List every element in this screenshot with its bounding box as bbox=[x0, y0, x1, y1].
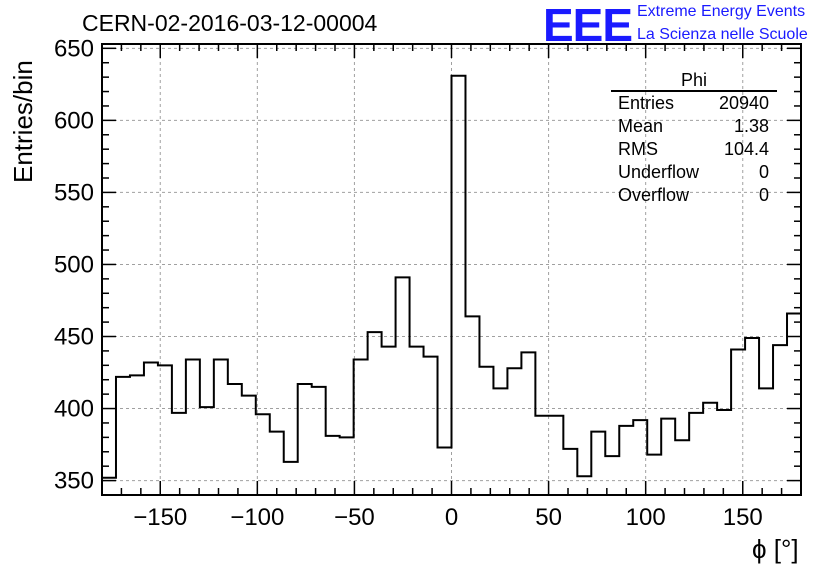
histogram-bin bbox=[465, 316, 479, 495]
histogram-bin bbox=[675, 440, 689, 495]
x-tick-label: −50 bbox=[334, 504, 375, 531]
histogram-bin bbox=[270, 432, 284, 495]
histogram-series bbox=[101, 74, 801, 495]
stats-value: 0 bbox=[758, 162, 769, 182]
histogram-bin bbox=[200, 407, 214, 495]
histogram-bin bbox=[228, 384, 242, 495]
histogram-bin bbox=[703, 403, 717, 495]
stats-row-overflow: Overflow 0 bbox=[611, 184, 777, 207]
histogram-bin bbox=[717, 410, 731, 495]
histogram-bin bbox=[368, 332, 382, 495]
stats-value: 20940 bbox=[718, 93, 769, 113]
histogram-bin bbox=[396, 277, 410, 495]
histogram-bin bbox=[787, 313, 801, 495]
histogram-bin bbox=[452, 76, 466, 495]
y-tick-label: 350 bbox=[54, 468, 94, 495]
eee-logo: EEE bbox=[543, 0, 633, 51]
histogram-bin bbox=[535, 416, 549, 495]
tick-labels: −150 −100 −50 0 50 100 150 350 400 450 500 550 600 65… bbox=[54, 35, 763, 531]
y-tick-label: 550 bbox=[54, 179, 94, 206]
histogram-bin bbox=[186, 360, 200, 495]
stats-value: 0 bbox=[758, 185, 769, 205]
logo-line-2: La Scienza nelle Scuole bbox=[637, 26, 808, 43]
histogram-bin bbox=[144, 362, 158, 495]
histogram-bin bbox=[479, 367, 493, 495]
y-tick-label: 600 bbox=[54, 107, 94, 134]
stats-label: RMS bbox=[618, 139, 658, 159]
histogram-bin bbox=[577, 476, 591, 495]
histogram-bin bbox=[116, 377, 130, 495]
histogram-bin bbox=[242, 396, 256, 495]
x-tick-label: −100 bbox=[230, 504, 284, 531]
stats-box: Phi Entries 20940 Mean 1.38 RMS 104.4 Un… bbox=[611, 70, 777, 207]
stats-box-name: Phi bbox=[611, 70, 777, 92]
histogram-bin bbox=[354, 360, 368, 495]
histogram-bin bbox=[689, 413, 703, 495]
histogram-bin bbox=[745, 338, 759, 495]
x-tick-label: 0 bbox=[445, 504, 458, 531]
stats-label: Entries bbox=[618, 93, 675, 113]
x-axis-label: ϕ [°] bbox=[752, 534, 799, 564]
stats-row-mean: Mean 1.38 bbox=[611, 115, 777, 138]
stats-value: 104.4 bbox=[723, 139, 769, 159]
histogram-bin bbox=[661, 419, 675, 495]
x-tick-label: −150 bbox=[133, 504, 187, 531]
histogram-bin bbox=[731, 349, 745, 495]
y-tick-label: 500 bbox=[54, 251, 94, 278]
histogram-bin bbox=[759, 388, 773, 495]
x-tick-label: 50 bbox=[535, 504, 562, 531]
histogram-bin bbox=[214, 360, 228, 495]
histogram-bin bbox=[326, 436, 340, 495]
histogram-bin bbox=[158, 365, 172, 495]
x-tick-label: 100 bbox=[626, 504, 666, 531]
stats-row-underflow: Underflow 0 bbox=[611, 161, 777, 184]
x-tick-label: 150 bbox=[723, 504, 763, 531]
y-axis-label: Entries/bin bbox=[8, 60, 38, 183]
axis-ticks bbox=[101, 44, 802, 496]
histogram-bin bbox=[773, 345, 787, 495]
histogram-bin bbox=[521, 352, 535, 495]
stats-label: Overflow bbox=[618, 185, 690, 205]
histogram-bin bbox=[172, 413, 186, 495]
histogram-bin bbox=[507, 368, 521, 495]
histogram-bin bbox=[591, 432, 605, 495]
y-tick-label: 650 bbox=[54, 35, 94, 62]
stats-row-entries: Entries 20940 bbox=[611, 92, 777, 115]
y-tick-label: 450 bbox=[54, 324, 94, 351]
histogram-bin bbox=[424, 357, 438, 495]
histogram-bin bbox=[382, 347, 396, 495]
stats-row-rms: RMS 104.4 bbox=[611, 138, 777, 161]
histogram-bin bbox=[130, 375, 144, 495]
histogram-bin bbox=[298, 384, 312, 495]
logo-line-1: Extreme Energy Events bbox=[637, 3, 806, 20]
histogram-bin bbox=[410, 347, 424, 495]
chart-title: CERN-02-2016-03-12-00004 bbox=[82, 10, 378, 36]
histogram-bin bbox=[340, 437, 354, 495]
histogram-bin bbox=[493, 388, 507, 495]
histogram-bin bbox=[312, 387, 326, 495]
stats-value: 1.38 bbox=[733, 116, 769, 136]
histogram-bin bbox=[619, 426, 633, 495]
histogram-bin bbox=[438, 447, 452, 495]
stats-label: Mean bbox=[618, 116, 664, 136]
y-tick-label: 400 bbox=[54, 396, 94, 423]
histogram-bin bbox=[549, 416, 563, 495]
histogram-bin bbox=[563, 449, 577, 495]
histogram-outline bbox=[101, 74, 801, 495]
stats-label: Underflow bbox=[618, 162, 700, 182]
histogram-bin bbox=[647, 455, 661, 495]
